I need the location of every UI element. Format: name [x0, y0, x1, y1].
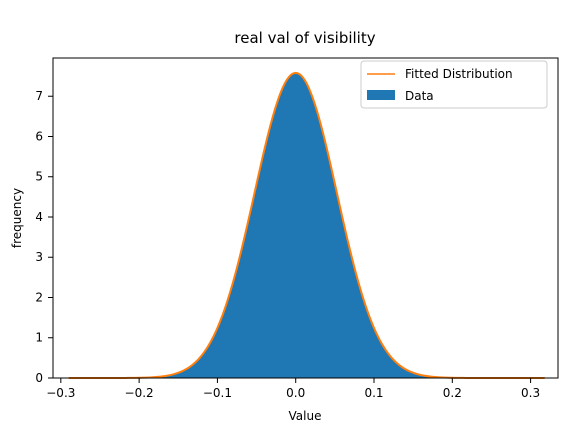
legend-label-fitted-distribution: Fitted Distribution	[405, 67, 513, 81]
y-tick-label: 4	[35, 210, 43, 224]
x-tick-label: 0.0	[286, 386, 305, 400]
x-tick-label: 0.3	[521, 386, 540, 400]
y-axis-ticks: 0 1 2 3 4 5 6 7	[35, 89, 53, 385]
legend-label-data: Data	[405, 89, 434, 103]
x-tick-label: −0.3	[46, 386, 75, 400]
x-axis-ticks: −0.3 −0.2 −0.1 0.0 0.1 0.2 0.3	[46, 378, 540, 400]
legend-swatch-data	[367, 90, 395, 100]
y-tick-label: 6	[35, 129, 43, 143]
series-data-area	[68, 72, 545, 379]
y-tick-label: 5	[35, 170, 43, 184]
y-tick-label: 7	[35, 89, 43, 103]
y-tick-label: 3	[35, 250, 43, 264]
legend: Fitted Distribution Data	[360, 60, 548, 109]
y-tick-label: 2	[35, 290, 43, 304]
axes-frame	[52, 57, 559, 379]
chart-title: real val of visibility	[234, 29, 375, 47]
y-tick-label: 1	[35, 331, 43, 345]
legend-frame	[360, 60, 548, 109]
y-axis-label: frequency	[10, 188, 24, 248]
x-tick-label: 0.2	[443, 386, 462, 400]
x-tick-label: −0.1	[203, 386, 232, 400]
x-tick-label: 0.1	[364, 386, 383, 400]
x-axis-label: Value	[289, 409, 322, 423]
y-tick-label: 0	[35, 371, 43, 385]
x-tick-label: −0.2	[125, 386, 154, 400]
